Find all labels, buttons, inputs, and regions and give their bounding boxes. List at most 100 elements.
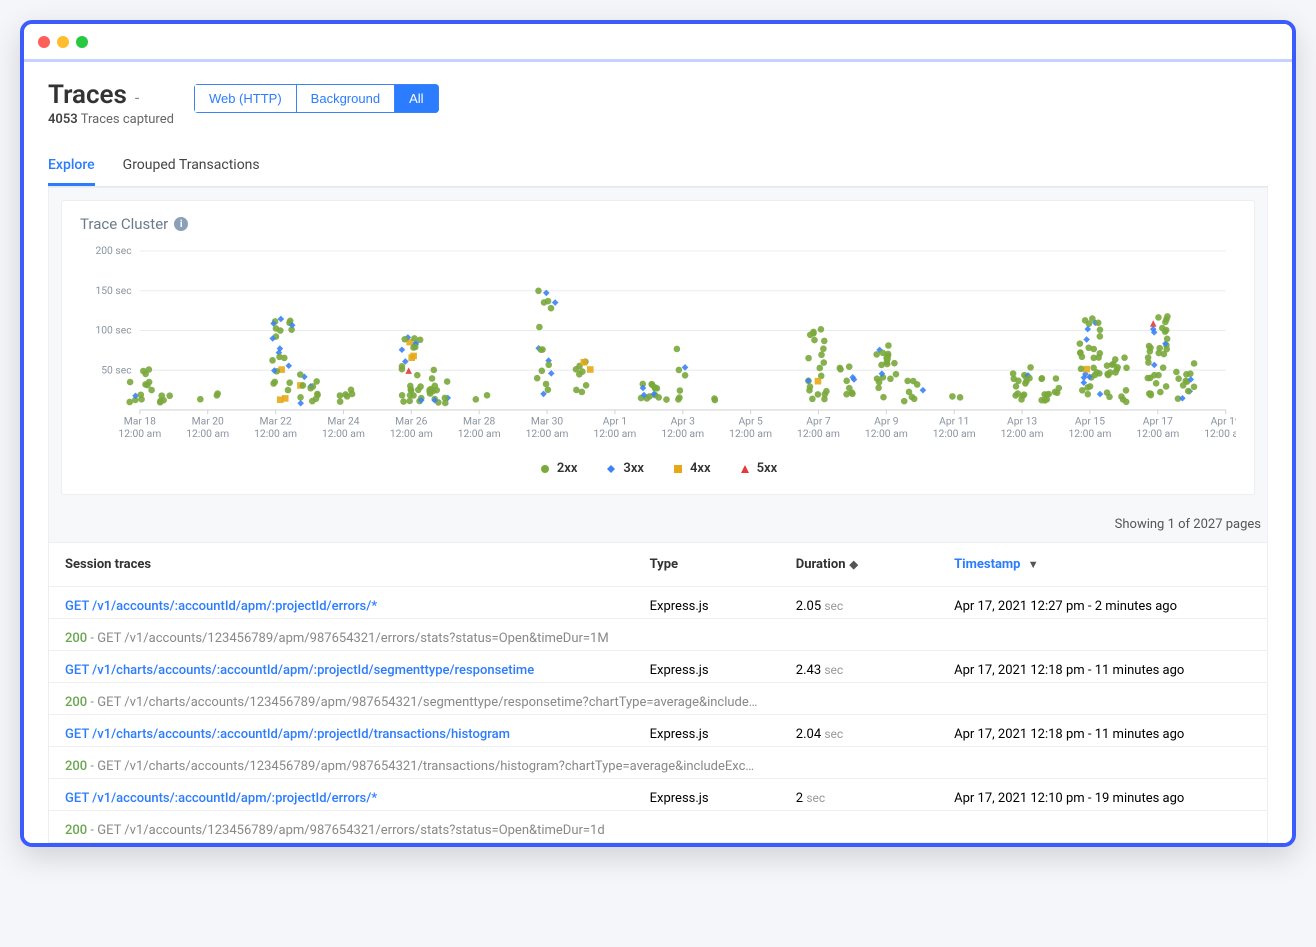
svg-text:12:00 am: 12:00 am: [186, 427, 229, 440]
tab-grouped-transactions[interactable]: Grouped Transactions: [123, 149, 260, 186]
chart-panel: Trace Cluster i 50 sec100 sec150 sec200 …: [48, 187, 1268, 843]
tabs: Explore Grouped Transactions: [48, 149, 1268, 187]
page-subtitle: 4053 Traces captured: [48, 112, 174, 127]
table-row[interactable]: GET /v1/charts/accounts/:accountId/apm/:…: [49, 715, 1267, 747]
filter-background[interactable]: Background: [296, 84, 394, 113]
maximize-icon[interactable]: [76, 36, 88, 48]
close-icon[interactable]: [38, 36, 50, 48]
legend-marker-icon: [672, 463, 684, 475]
chart-wrap: 50 sec100 sec150 sec200 secMar 1812:00 a…: [80, 243, 1236, 453]
pagination-status: Showing 1 of 2027 pages: [49, 507, 1267, 542]
trace-type: Express.js: [634, 715, 780, 747]
svg-text:Apr 19: Apr 19: [1211, 414, 1236, 427]
col-timestamp-label: Timestamp: [954, 557, 1020, 572]
trace-timestamp: Apr 17, 2021 12:18 pm - 11 minutes ago: [938, 651, 1267, 683]
legend-label: 5xx: [757, 461, 778, 476]
svg-text:12:00 am: 12:00 am: [865, 427, 908, 440]
svg-text:12:00 am: 12:00 am: [1068, 427, 1111, 440]
chart-title: Trace Cluster: [80, 215, 168, 233]
svg-text:Apr 7: Apr 7: [806, 414, 831, 427]
col-timestamp[interactable]: Timestamp ▼: [938, 543, 1267, 587]
svg-text:12:00 am: 12:00 am: [1001, 427, 1044, 440]
page-title: Traces: [48, 80, 127, 110]
info-icon[interactable]: i: [174, 217, 188, 231]
svg-text:12:00 am: 12:00 am: [661, 427, 704, 440]
svg-text:12:00 am: 12:00 am: [933, 427, 976, 440]
traffic-lights: [38, 36, 88, 48]
svg-text:12:00 am: 12:00 am: [1136, 427, 1179, 440]
filter-all[interactable]: All: [394, 84, 438, 113]
title-separator: -: [135, 88, 139, 107]
trace-duration: 2.43 sec: [780, 651, 938, 683]
svg-text:12:00 am: 12:00 am: [390, 427, 433, 440]
window-titlebar: [24, 24, 1292, 62]
legend-item-4xx[interactable]: 4xx: [672, 461, 711, 476]
page-header: Traces- 4053 Traces captured Web (HTTP)B…: [48, 80, 1268, 127]
svg-text:Mar 18: Mar 18: [124, 414, 156, 427]
legend-marker-icon: [739, 463, 751, 475]
svg-text:Mar 24: Mar 24: [327, 414, 359, 427]
svg-text:12:00 am: 12:00 am: [593, 427, 636, 440]
legend-marker-icon: [539, 463, 551, 475]
trace-detail: 200 - GET /v1/accounts/123456789/apm/987…: [49, 619, 1267, 651]
col-session-traces[interactable]: Session traces: [49, 543, 634, 587]
table-row[interactable]: GET /v1/charts/accounts/:accountId/apm/:…: [49, 651, 1267, 683]
trace-endpoint-link[interactable]: GET /v1/accounts/:accountId/apm/:project…: [65, 599, 377, 614]
col-type[interactable]: Type: [634, 543, 780, 587]
trace-duration: 2.04 sec: [780, 715, 938, 747]
legend-item-2xx[interactable]: 2xx: [539, 461, 578, 476]
title-block: Traces- 4053 Traces captured: [48, 80, 174, 127]
trace-detail: 200 - GET /v1/charts/accounts/123456789/…: [49, 683, 1267, 715]
svg-text:12:00 am: 12:00 am: [797, 427, 840, 440]
legend-item-3xx[interactable]: 3xx: [605, 461, 644, 476]
svg-text:50 sec: 50 sec: [101, 363, 132, 376]
trace-timestamp: Apr 17, 2021 12:10 pm - 19 minutes ago: [938, 779, 1267, 811]
trace-endpoint-link[interactable]: GET /v1/charts/accounts/:accountId/apm/:…: [65, 663, 534, 678]
table-row[interactable]: GET /v1/accounts/:accountId/apm/:project…: [49, 587, 1267, 619]
legend-label: 4xx: [690, 461, 711, 476]
trace-type: Express.js: [634, 587, 780, 619]
legend-item-5xx[interactable]: 5xx: [739, 461, 778, 476]
col-duration[interactable]: Duration◆: [780, 543, 938, 587]
svg-text:Apr 15: Apr 15: [1075, 414, 1105, 427]
trace-detail: 200 - GET /v1/accounts/123456789/apm/987…: [49, 811, 1267, 843]
chart-legend: 2xx 3xx 4xx 5xx: [80, 461, 1236, 476]
trace-endpoint-link[interactable]: GET /v1/charts/accounts/:accountId/apm/:…: [65, 727, 510, 742]
trace-endpoint-link[interactable]: GET /v1/accounts/:accountId/apm/:project…: [65, 791, 377, 806]
col-duration-label: Duration: [796, 557, 846, 572]
svg-text:12:00 am: 12:00 am: [322, 427, 365, 440]
session-traces-table: Session traces Type Duration◆ Timestamp …: [49, 542, 1267, 842]
trace-type: Express.js: [634, 651, 780, 683]
svg-text:Apr 11: Apr 11: [939, 414, 969, 427]
page-content: Traces- 4053 Traces captured Web (HTTP)B…: [24, 62, 1292, 843]
chart-title-row: Trace Cluster i: [80, 215, 1236, 233]
app-window: Traces- 4053 Traces captured Web (HTTP)B…: [20, 20, 1296, 847]
trace-timestamp: Apr 17, 2021 12:27 pm - 2 minutes ago: [938, 587, 1267, 619]
chart-panel-inner: Trace Cluster i 50 sec100 sec150 sec200 …: [61, 200, 1255, 495]
svg-text:12:00 am: 12:00 am: [458, 427, 501, 440]
svg-text:Apr 3: Apr 3: [671, 414, 696, 427]
svg-text:12:00 am: 12:00 am: [254, 427, 297, 440]
tab-explore[interactable]: Explore: [48, 149, 95, 186]
trace-timestamp: Apr 17, 2021 12:18 pm - 11 minutes ago: [938, 715, 1267, 747]
svg-text:Apr 5: Apr 5: [738, 414, 763, 427]
svg-text:Apr 1: Apr 1: [603, 414, 627, 427]
table-body: GET /v1/accounts/:accountId/apm/:project…: [49, 587, 1267, 843]
svg-text:12:00 am: 12:00 am: [1204, 427, 1236, 440]
trace-detail: 200 - GET /v1/charts/accounts/123456789/…: [49, 747, 1267, 779]
svg-text:Mar 28: Mar 28: [463, 414, 495, 427]
trace-count-label: Traces captured: [81, 112, 174, 127]
trace-scatter-chart[interactable]: 50 sec100 sec150 sec200 secMar 1812:00 a…: [80, 243, 1236, 453]
svg-text:150 sec: 150 sec: [95, 284, 132, 297]
trace-duration: 2.05 sec: [780, 587, 938, 619]
svg-text:12:00 am: 12:00 am: [729, 427, 772, 440]
minimize-icon[interactable]: [57, 36, 69, 48]
filter-web-http-[interactable]: Web (HTTP): [194, 84, 296, 113]
svg-text:Mar 26: Mar 26: [395, 414, 427, 427]
legend-label: 3xx: [623, 461, 644, 476]
sort-icon: ◆: [849, 558, 857, 571]
legend-marker-icon: [605, 463, 617, 475]
svg-text:200 sec: 200 sec: [95, 244, 132, 257]
svg-text:Apr 9: Apr 9: [874, 414, 899, 427]
table-row[interactable]: GET /v1/accounts/:accountId/apm/:project…: [49, 779, 1267, 811]
